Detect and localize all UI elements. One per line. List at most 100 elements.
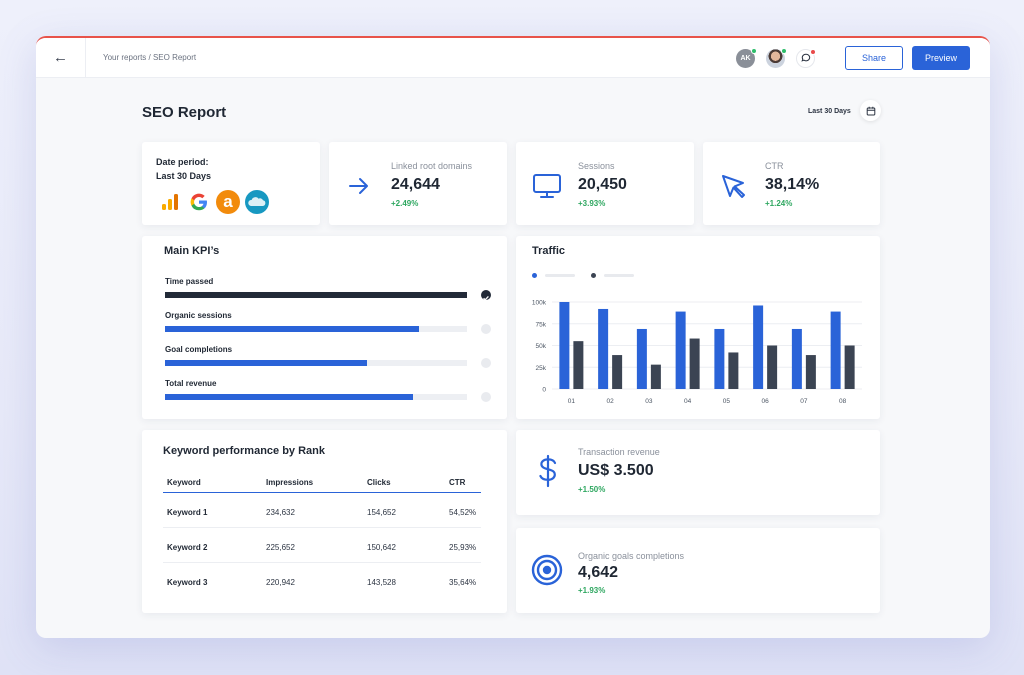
x-tick-label: 08 <box>839 398 847 405</box>
y-tick-label: 50k <box>536 343 547 350</box>
stat-card-sessions: Sessions 20,450 +3.93% <box>516 142 694 225</box>
online-status-dot <box>751 47 757 54</box>
date-period-title: Date period: <box>156 157 209 167</box>
page-title: SEO Report <box>142 104 227 121</box>
legend-marker <box>591 273 596 278</box>
column-header[interactable]: CTR <box>449 478 466 487</box>
ctr-cell: 54,52% <box>449 508 477 517</box>
legend-placeholder <box>545 274 575 277</box>
bar-mark <box>573 341 584 389</box>
bar-mark <box>767 345 778 389</box>
traffic-bar-chart: 0 25k 50k 75k 100k 01 02 03 04 05 06 07 08 <box>532 300 862 405</box>
share-button[interactable]: Share <box>845 46 903 70</box>
kpi-label: Goal completions <box>165 345 233 354</box>
stat-change: +1.24% <box>765 199 793 208</box>
date-picker-button[interactable] <box>860 100 881 121</box>
bar-mark <box>753 305 764 389</box>
date-period-label: Date period: Last 30 Days <box>156 155 211 183</box>
traffic-card: Traffic 0 25k 50k 75k 100k 01 02 03 04 05 06 07 08 <box>516 236 880 419</box>
kpi-progress-fill <box>165 360 368 366</box>
back-button[interactable]: ← <box>36 38 86 78</box>
stat-value: 24,644 <box>391 176 440 193</box>
top-bar: ← Your reports / SEO Report AK Share Pre… <box>36 38 990 78</box>
clicks-cell: 150,642 <box>367 543 396 552</box>
kpi-progress-bar <box>165 326 467 332</box>
table-header: Keyword Impressions Clicks CTR <box>163 473 481 493</box>
kpi-progress-fill <box>165 394 413 400</box>
keyword-cell: Keyword 3 <box>167 578 208 587</box>
column-header[interactable]: Keyword <box>167 478 201 487</box>
table-row[interactable]: Keyword 3 220,942 143,528 35,64% <box>163 563 481 598</box>
clicks-cell: 154,652 <box>367 508 396 517</box>
impressions-cell: 234,632 <box>266 508 295 517</box>
bar-mark <box>675 311 686 389</box>
x-tick-label: 07 <box>800 398 808 405</box>
chat-icon <box>800 53 810 62</box>
bar-mark <box>636 328 647 389</box>
chart-legend <box>532 273 650 278</box>
target-icon <box>531 554 563 586</box>
stat-card-linked-root-domains: Linked root domains 24,644 +2.49% <box>329 142 507 225</box>
y-tick-label: 75k <box>536 321 547 328</box>
legend-marker <box>532 273 537 278</box>
report-window: ← Your reports / SEO Report AK Share Pre… <box>36 36 990 638</box>
bar-mark <box>791 328 802 389</box>
kpi-progress-bar <box>165 292 467 298</box>
preview-button[interactable]: Preview <box>912 46 970 70</box>
x-tick-label: 03 <box>645 398 653 405</box>
amazon-icon: a <box>216 190 240 214</box>
stat-label: Organic goals completions <box>578 551 685 561</box>
column-header[interactable]: Clicks <box>367 478 391 487</box>
keyword-performance-card: Keyword performance by Rank Keyword Impr… <box>142 430 507 613</box>
x-tick-label: 01 <box>568 398 576 405</box>
impressions-cell: 220,942 <box>266 578 295 587</box>
bar-mark <box>559 302 570 389</box>
column-header[interactable]: Impressions <box>266 478 314 487</box>
date-range-label[interactable]: Last 30 Days <box>808 108 851 115</box>
table-row[interactable]: Keyword 2 225,652 150,642 25,93% <box>163 528 481 563</box>
impressions-cell: 225,652 <box>266 543 295 552</box>
kpi-card-title: Main KPI’s <box>164 245 220 257</box>
check-icon <box>481 290 491 301</box>
keyword-cell: Keyword 1 <box>167 508 208 517</box>
keyword-cell: Keyword 2 <box>167 543 208 552</box>
table-row[interactable]: Keyword 1 234,632 154,652 54,52% <box>163 493 481 528</box>
kpi-label: Organic sessions <box>165 311 232 320</box>
x-tick-label: 04 <box>684 398 692 405</box>
avatar-initials: AK <box>740 54 751 62</box>
stat-value: 20,450 <box>578 176 627 193</box>
organic-goals-card: Organic goals completions 4,642 +1.93% <box>516 528 880 613</box>
bar-mark <box>689 338 700 389</box>
google-analytics-icon <box>158 190 182 214</box>
salesforce-icon <box>245 190 269 214</box>
bar-mark <box>830 311 841 389</box>
stat-card-ctr: CTR 38,14% +1.24% <box>703 142 880 225</box>
notification-dot <box>810 48 816 55</box>
avatar-photo[interactable] <box>766 47 787 68</box>
avatar[interactable]: AK <box>736 47 757 68</box>
arrow-left-icon: ← <box>53 49 68 66</box>
bar-mark <box>805 355 816 389</box>
comments-button[interactable] <box>796 48 816 68</box>
y-tick-label: 0 <box>542 387 546 394</box>
data-sources-card: Date period: Last 30 Days a <box>142 142 320 225</box>
stat-value: 4,642 <box>578 564 619 581</box>
bar-mark <box>598 308 609 389</box>
stat-change: +1.93% <box>578 586 606 595</box>
bar-mark <box>844 345 855 389</box>
online-status-dot <box>781 47 787 54</box>
transaction-revenue-card: Transaction revenue US$ 3.500 +1.50% <box>516 430 880 515</box>
arrow-right-icon <box>349 178 368 194</box>
stat-label: Transaction revenue <box>578 447 660 457</box>
bar-mark <box>728 352 739 389</box>
pending-dot-icon <box>481 358 491 368</box>
breadcrumb[interactable]: Your reports / SEO Report <box>103 53 197 62</box>
traffic-card-title: Traffic <box>532 245 566 257</box>
legend-placeholder <box>604 274 634 277</box>
stat-label: Sessions <box>578 161 615 171</box>
stat-label: CTR <box>765 161 784 171</box>
x-tick-label: 02 <box>607 398 615 405</box>
dollar-icon <box>539 454 557 488</box>
stat-change: +1.50% <box>578 485 606 494</box>
kpi-progress-bar <box>165 360 467 366</box>
